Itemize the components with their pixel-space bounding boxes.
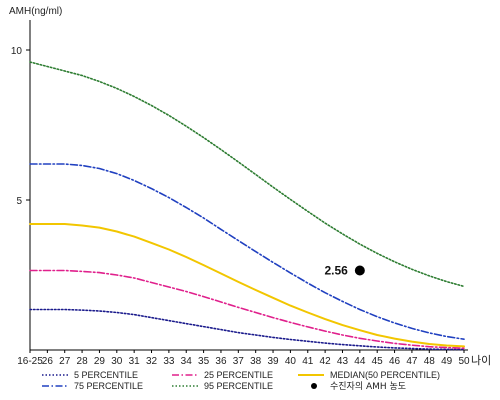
x-tick-label: 29: [94, 356, 106, 367]
x-tick-label: 26: [42, 356, 54, 367]
x-axis-label: 나이: [471, 354, 491, 367]
x-tick-label: 30: [111, 356, 123, 367]
x-tick-label: 39: [267, 356, 279, 367]
y-axis-label: AMH(ng/ml): [9, 6, 62, 17]
x-tick-label: 44: [354, 356, 366, 367]
series-layer: [29, 61, 465, 351]
legend-label: 5 PERCENTILE: [74, 370, 138, 380]
x-tick-label: 16-25: [17, 356, 43, 367]
x-tick-label: 40: [285, 356, 297, 367]
x-tick-label: 41: [302, 356, 314, 367]
x-tick-label: 27: [59, 356, 71, 367]
x-tick-label: 38: [250, 356, 262, 367]
legend-point-marker: [311, 383, 317, 389]
x-tick-label: 47: [406, 356, 418, 367]
patient-amh-value-label: 2.56: [324, 264, 348, 278]
series-line: [29, 269, 465, 350]
x-tick-label: 32: [146, 356, 158, 367]
x-tick-label: 33: [163, 356, 175, 367]
x-tick-label: 45: [372, 356, 384, 367]
x-tick-label: 46: [389, 356, 401, 367]
x-tick-label: 50: [458, 356, 470, 367]
series-line: [29, 61, 465, 288]
series-line: [29, 163, 465, 341]
legend-label: 95 PERCENTILE: [204, 381, 273, 391]
x-tick-label: 49: [441, 356, 453, 367]
x-tick-label: 31: [129, 356, 141, 367]
patient-amh-point: [354, 265, 365, 276]
axes: 5 10 16-25 26 27 28 29 30 31 32 33 34 35 36 37 38 39 40 41…: [11, 20, 470, 367]
x-tick-label: 37: [233, 356, 245, 367]
y-tick-label: 5: [16, 196, 22, 207]
series-line: [29, 223, 465, 348]
x-tick-label: 35: [198, 356, 210, 367]
x-tick-label: 43: [337, 356, 349, 367]
legend-label: 75 PERCENTILE: [74, 381, 143, 391]
legend: 5 PERCENTILE 25 PERCENTILE MEDIAN(50 PERCE…: [42, 370, 440, 392]
series-line: [29, 308, 465, 351]
x-tick-label: 28: [77, 356, 89, 367]
x-tick-label: 34: [181, 356, 193, 367]
legend-point-label: 수진자의 AMH 농도: [330, 381, 406, 392]
x-tick-label: 48: [424, 356, 436, 367]
patient-point-layer: 2.56: [324, 264, 365, 278]
legend-label: MEDIAN(50 PERCENTILE): [330, 370, 440, 380]
x-tick-label: 36: [215, 356, 227, 367]
y-tick-label: 10: [11, 46, 23, 57]
legend-label: 25 PERCENTILE: [204, 370, 273, 380]
x-tick-label: 42: [320, 356, 332, 367]
